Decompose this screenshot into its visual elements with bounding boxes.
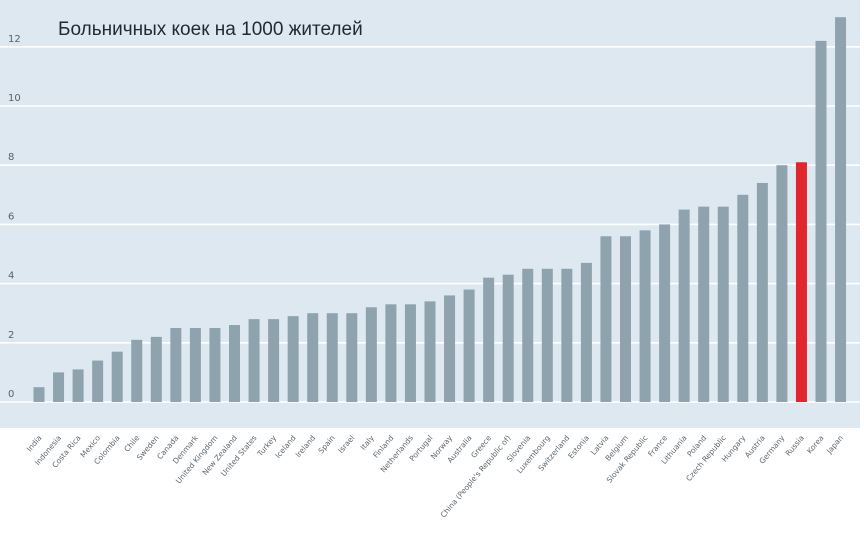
bar [92, 360, 104, 402]
bar [541, 268, 553, 402]
bar [463, 289, 475, 402]
bar [72, 369, 84, 402]
bar [424, 301, 436, 402]
bar [248, 319, 260, 402]
bar [287, 316, 299, 402]
bar [561, 268, 573, 402]
x-tick-label: Spain [316, 433, 337, 455]
bar [268, 319, 280, 402]
bar [326, 313, 338, 402]
y-tick-label: 4 [8, 271, 14, 282]
bar [131, 339, 143, 402]
x-tick-label: Korea [805, 434, 826, 456]
bar [756, 182, 768, 402]
x-tick-label: Italy [359, 433, 377, 452]
bar [659, 224, 671, 402]
chart-title: Больничных коек на 1000 жителей [58, 19, 363, 40]
y-tick-label: 0 [8, 389, 14, 400]
bar [815, 40, 827, 402]
bar [639, 230, 651, 402]
bar [229, 325, 240, 402]
bar [33, 387, 45, 402]
bar [346, 313, 358, 402]
bar [385, 304, 397, 402]
bar [620, 236, 631, 402]
bar [53, 372, 65, 402]
x-tick-label: Ireland [294, 433, 318, 459]
bar [111, 351, 123, 402]
y-tick-label: 2 [8, 330, 14, 341]
x-tick-label: Russia [784, 434, 806, 458]
y-tick-label: 10 [8, 93, 21, 104]
bar [444, 295, 456, 402]
y-tick-label: 6 [8, 211, 14, 222]
bar [307, 313, 319, 402]
bar [698, 206, 710, 402]
x-tick-label: Japan [824, 433, 845, 456]
bar [522, 268, 534, 402]
bar [502, 274, 514, 402]
bar [737, 194, 749, 402]
bar-highlight [795, 162, 807, 402]
bar [600, 236, 612, 402]
bar [150, 336, 162, 402]
bar [209, 328, 221, 402]
bar [483, 277, 495, 402]
x-tick-label: Israel [336, 434, 356, 455]
bar [189, 328, 201, 402]
bar [678, 209, 690, 402]
bar [717, 206, 729, 402]
bar [776, 165, 788, 402]
bar [835, 17, 847, 402]
bars [33, 17, 847, 402]
bar [404, 304, 416, 402]
y-tick-label: 12 [8, 34, 21, 45]
y-axis-ticks: 0 2 4 6 8 10 12 [8, 34, 21, 400]
y-tick-label: 8 [8, 152, 14, 163]
bar [170, 328, 182, 402]
bar [365, 307, 377, 402]
bar [580, 262, 592, 402]
x-tick-label: Estonia [566, 434, 591, 461]
x-tick-label: Iceland [273, 433, 297, 460]
